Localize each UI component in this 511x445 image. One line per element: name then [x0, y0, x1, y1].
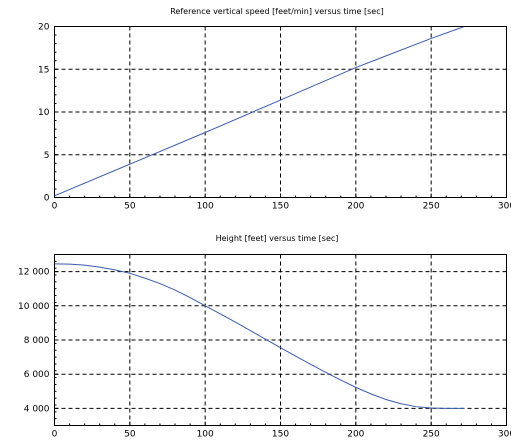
chart-title: Height [feet] versus time [sec]: [216, 234, 339, 243]
y-tick-label: 5: [44, 151, 50, 161]
x-tick-label: 50: [124, 202, 136, 212]
x-tick-label: 50: [124, 430, 136, 440]
y-tick-label: 4 000: [24, 404, 50, 414]
chart-height: Height [feet] versus time [sec] 0 50 100 15…: [18, 234, 511, 440]
series-line: [54, 26, 465, 197]
x-tick-label: 200: [347, 202, 364, 212]
chart-title: Reference vertical speed [feet/min] vers…: [170, 7, 384, 16]
x-tick-label: 0: [52, 430, 58, 440]
x-tick-label: 300: [498, 202, 511, 212]
y-tick-label: 10: [38, 108, 50, 118]
ticks: 0 50 100 150 200 250 300 4 000 6 000 8 000 10 000 1…: [18, 260, 511, 440]
x-tick-label: 0: [52, 202, 58, 212]
y-tick-label: 6 000: [24, 370, 50, 380]
chart-vertical-speed: Reference vertical speed [feet/min] vers…: [38, 7, 511, 212]
series-line: [54, 263, 465, 409]
x-tick-label: 300: [498, 430, 511, 440]
x-tick-label: 150: [272, 430, 289, 440]
x-tick-label: 200: [347, 430, 364, 440]
x-tick-label: 250: [423, 430, 440, 440]
x-tick-label: 100: [197, 430, 214, 440]
ticks: 0 50 100 150 200 250 300 0 5 10 15 20: [38, 23, 511, 212]
y-tick-label: 0: [44, 194, 50, 204]
x-tick-label: 250: [423, 202, 440, 212]
y-tick-label: 8 000: [24, 336, 50, 346]
y-tick-label: 20: [38, 23, 50, 33]
y-tick-label: 12 000: [18, 268, 50, 278]
series: [54, 26, 465, 197]
x-tick-label: 150: [272, 202, 289, 212]
y-tick-label: 15: [38, 65, 49, 75]
grid: [54, 254, 507, 426]
grid: [54, 26, 507, 198]
y-tick-label: 10 000: [18, 302, 50, 312]
series: [54, 263, 465, 409]
x-tick-label: 100: [197, 202, 214, 212]
